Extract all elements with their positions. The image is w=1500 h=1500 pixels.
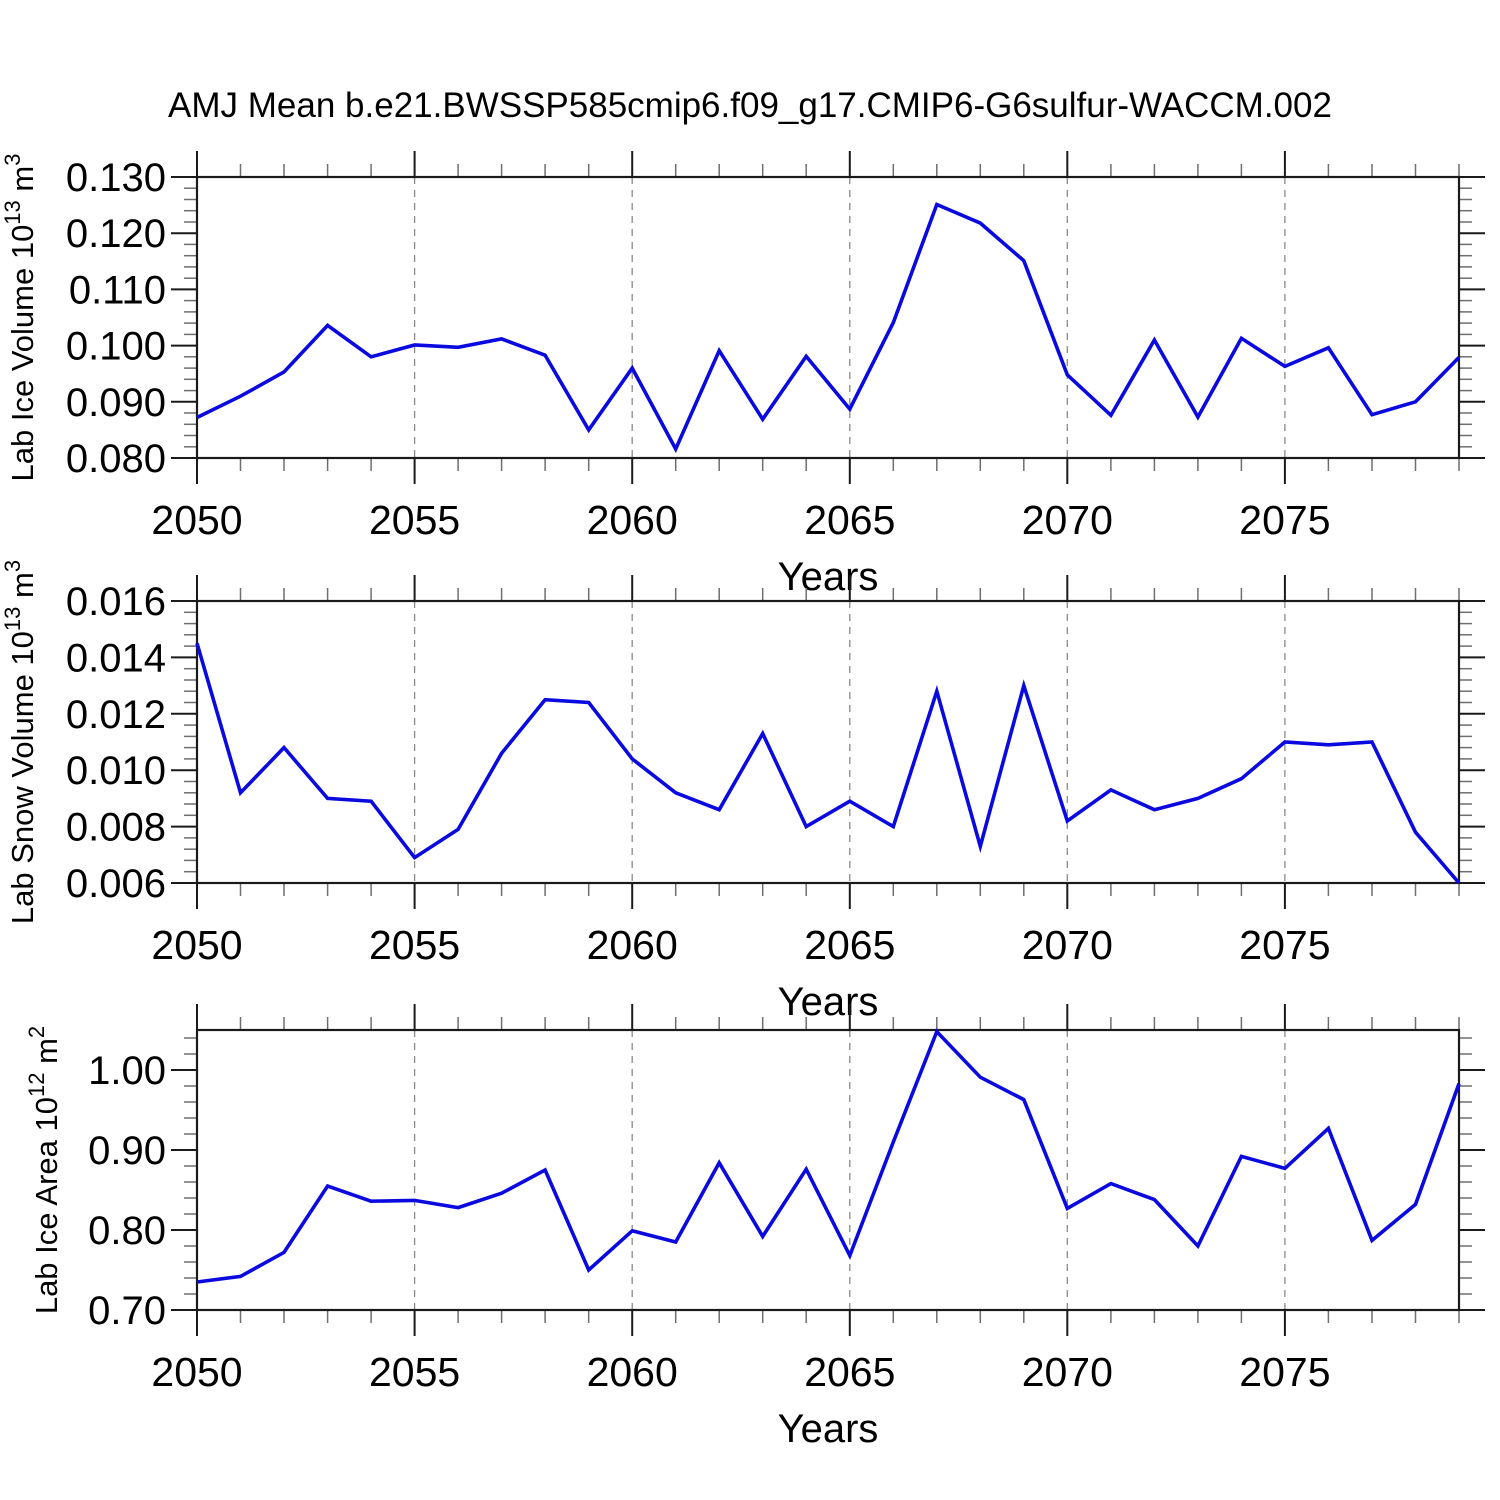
y-tick-labels: 0.70 0.80 0.90 1.00	[88, 1049, 166, 1333]
x-tick-label: 2055	[369, 922, 460, 968]
y-tick-label: 0.90	[88, 1129, 166, 1173]
y-tick-label: 0.006	[66, 862, 166, 906]
y-axis-title: Lab Ice Volume 1013 m3	[0, 154, 40, 482]
x-tick-labels: 2050 2055 2060 2065 2070 2075	[151, 497, 1330, 543]
x-tick-label: 2065	[804, 922, 895, 968]
y-axis-title: Lab Ice Area 1012 m2	[24, 1026, 64, 1314]
x-tick-label: 2055	[369, 1349, 460, 1395]
y-tick-label: 0.110	[69, 268, 166, 312]
x-tick-labels: 2050 2055 2060 2065 2070 2075	[151, 1349, 1330, 1395]
y-axis-title-sup: 3	[0, 154, 25, 166]
minor-ticks	[184, 588, 1472, 896]
x-tick-label: 2070	[1022, 497, 1113, 543]
y-axis-title-sup: 3	[0, 560, 25, 572]
y-tick-label: 1.00	[88, 1049, 166, 1093]
y-tick-labels: 0.006 0.008 0.010 0.012 0.014 0.016	[66, 580, 166, 906]
x-axis-title: Years	[778, 980, 879, 1024]
y-tick-label: 0.010	[66, 749, 166, 793]
chart-title: AMJ Mean b.e21.BWSSP585cmip6.f09_g17.CMI…	[168, 86, 1332, 125]
data-line	[196, 202, 1461, 454]
x-tick-label: 2075	[1239, 497, 1330, 543]
x-tick-label: 2065	[804, 497, 895, 543]
y-tick-labels: 0.080 0.090 0.100 0.110 0.120 0.130	[66, 156, 166, 481]
y-tick-label: 0.130	[66, 156, 166, 200]
x-tick-label: 2050	[151, 497, 242, 543]
y-tick-label: 0.016	[66, 580, 166, 624]
x-tick-label: 2070	[1022, 1349, 1113, 1395]
y-tick-label: 0.008	[66, 806, 166, 850]
x-tick-labels: 2050 2055 2060 2065 2070 2075	[151, 922, 1330, 968]
x-tick-label: 2055	[369, 497, 460, 543]
y-axis-title-sup: 12	[24, 1073, 49, 1097]
data-line	[196, 1028, 1461, 1284]
x-tick-label: 2075	[1239, 1349, 1330, 1395]
grid-lines	[413, 601, 1286, 883]
major-ticks	[171, 575, 1485, 909]
y-tick-label: 0.014	[66, 636, 166, 680]
y-tick-label: 0.090	[66, 381, 166, 425]
y-axis-title-sup: 2	[24, 1026, 49, 1038]
y-tick-label: 0.080	[66, 437, 166, 481]
y-axis-title-sup: 13	[0, 607, 25, 631]
plot-frame	[195, 175, 1461, 460]
major-ticks	[171, 1004, 1485, 1336]
panel-lab-ice-area: 0.70 0.80 0.90 1.00 2050 2055 2060 2065 2070 2075…	[24, 1004, 1485, 1451]
grid-lines	[413, 177, 1286, 458]
x-tick-label: 2060	[587, 922, 678, 968]
data-line	[195, 642, 1461, 885]
x-tick-label: 2050	[151, 922, 242, 968]
plot-frame	[195, 1028, 1461, 1312]
y-axis-title-part: Lab Ice Volume 10	[5, 225, 40, 482]
x-axis-title: Years	[778, 555, 879, 599]
x-axis-title: Years	[778, 1407, 879, 1451]
x-tick-label: 2060	[587, 497, 678, 543]
y-axis-title-part: Lab Snow Volume 10	[5, 631, 40, 924]
y-axis-title-part: m	[29, 1038, 64, 1072]
major-ticks	[171, 151, 1485, 484]
x-tick-label: 2075	[1239, 922, 1330, 968]
y-axis-title: Lab Snow Volume 1013 m3	[0, 560, 40, 924]
minor-ticks	[184, 164, 1472, 471]
x-tick-label: 2060	[587, 1349, 678, 1395]
y-tick-label: 0.120	[66, 212, 166, 256]
y-tick-label: 0.012	[66, 693, 166, 737]
y-tick-label: 0.70	[88, 1289, 166, 1333]
y-axis-title-sup: 13	[0, 200, 25, 224]
y-axis-title-part: Lab Ice Area 10	[29, 1097, 64, 1314]
x-tick-label: 2050	[151, 1349, 242, 1395]
y-tick-label: 0.80	[88, 1209, 166, 1253]
y-axis-title-part: m	[5, 166, 40, 200]
minor-ticks	[184, 1017, 1472, 1323]
y-axis-title-part: m	[5, 572, 40, 606]
y-tick-label: 0.100	[66, 325, 166, 369]
x-tick-label: 2070	[1022, 922, 1113, 968]
x-tick-label: 2065	[804, 1349, 895, 1395]
plot-frame	[195, 599, 1461, 885]
